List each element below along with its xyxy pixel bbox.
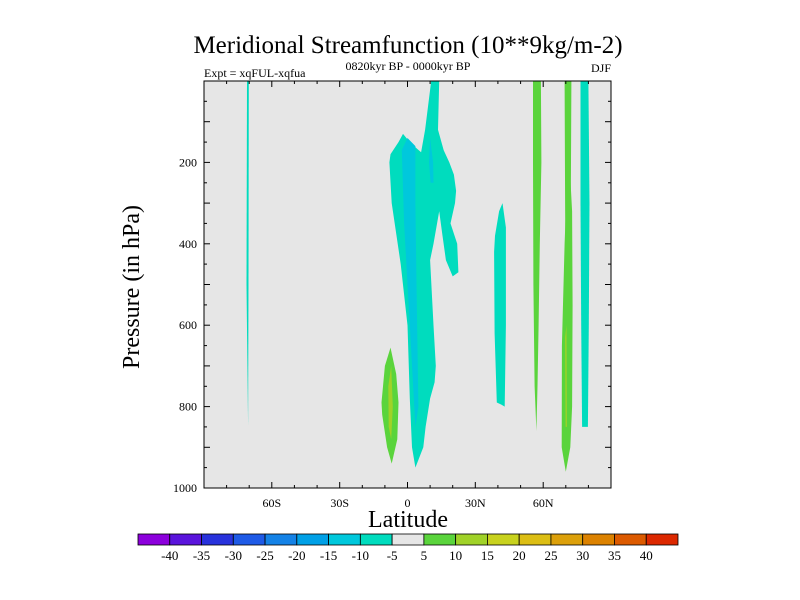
x-tick-label: 30N — [465, 496, 486, 510]
colorbar-label: -25 — [256, 548, 273, 563]
colorbar-swatch — [645, 533, 679, 546]
x-tick-label: 30S — [330, 496, 349, 510]
axis-ticks — [204, 81, 611, 488]
colorbar-label: 20 — [513, 548, 526, 563]
colorbar-label: -10 — [352, 548, 369, 563]
x-tick-label: 60N — [533, 496, 554, 510]
colorbar-swatch — [455, 533, 488, 546]
y-axis-title: Pressure (in hPa) — [119, 205, 145, 369]
colorbar-label: 25 — [544, 548, 557, 563]
colorbar-label: 40 — [640, 548, 653, 563]
contour-region-10 — [561, 133, 573, 472]
contour-region-6 — [429, 138, 434, 183]
plot-area — [203, 80, 612, 489]
colorbar-label: 30 — [576, 548, 589, 563]
colorbar-swatch — [137, 533, 171, 546]
colorbar-swatch — [169, 533, 202, 546]
colorbar-label: -15 — [320, 548, 337, 563]
colorbar-swatch — [296, 533, 329, 546]
colorbar-label: -5 — [387, 548, 398, 563]
colorbar-swatch — [264, 533, 298, 546]
y-tick-label: 400 — [179, 237, 197, 251]
colorbar-swatch — [359, 533, 393, 546]
colorbar-swatch — [518, 533, 552, 546]
y-tick-label: 800 — [179, 400, 197, 414]
colorbar-swatch — [232, 533, 266, 546]
contour-region-11 — [388, 365, 393, 440]
colorbar-swatch — [614, 533, 647, 546]
chart-title: Meridional Streamfunction (10**9kg/m-2) — [193, 32, 622, 59]
x-tick-label: 60S — [262, 496, 281, 510]
season-label: DJF — [591, 61, 611, 75]
contour-region-5 — [401, 138, 419, 427]
colorbar-label: 15 — [481, 548, 494, 563]
contour-region-3 — [494, 203, 506, 407]
colorbar-swatch — [550, 533, 584, 546]
y-tick-label: 200 — [179, 155, 197, 169]
y-tick-label: 600 — [179, 318, 197, 332]
contour-regions — [246, 81, 590, 472]
y-tick-label: 1000 — [173, 481, 197, 495]
contour-region-12 — [565, 325, 567, 427]
colorbar: -40 -35 -30 -25 -20 -15 -10 -5 5 10 15 20 25 30 35 40 — [137, 533, 679, 563]
period-label: 0820kyr BP - 0000kyr BP — [346, 59, 471, 73]
colorbar-swatch — [201, 533, 234, 546]
colorbar-label: -40 — [161, 548, 178, 563]
colorbar-swatch — [391, 533, 425, 546]
colorbar-label: -20 — [288, 548, 305, 563]
x-axis-title: Latitude — [368, 507, 448, 533]
experiment-label: Expt = xqFUL-xqfua — [204, 66, 306, 80]
colorbar-label: 5 — [421, 548, 428, 563]
colorbar-label: 35 — [608, 548, 621, 563]
colorbar-swatch — [487, 533, 520, 546]
contour-region-4 — [580, 81, 590, 427]
colorbar-swatch — [423, 533, 457, 546]
x-tick-label: 0 — [405, 496, 411, 510]
contour-region-8 — [533, 81, 542, 431]
colorbar-label: -30 — [225, 548, 242, 563]
colorbar-swatch — [328, 533, 361, 546]
colorbar-swatch — [582, 533, 615, 546]
colorbar-label: 10 — [449, 548, 462, 563]
contour-region-1 — [246, 81, 249, 427]
colorbar-label: -35 — [193, 548, 210, 563]
